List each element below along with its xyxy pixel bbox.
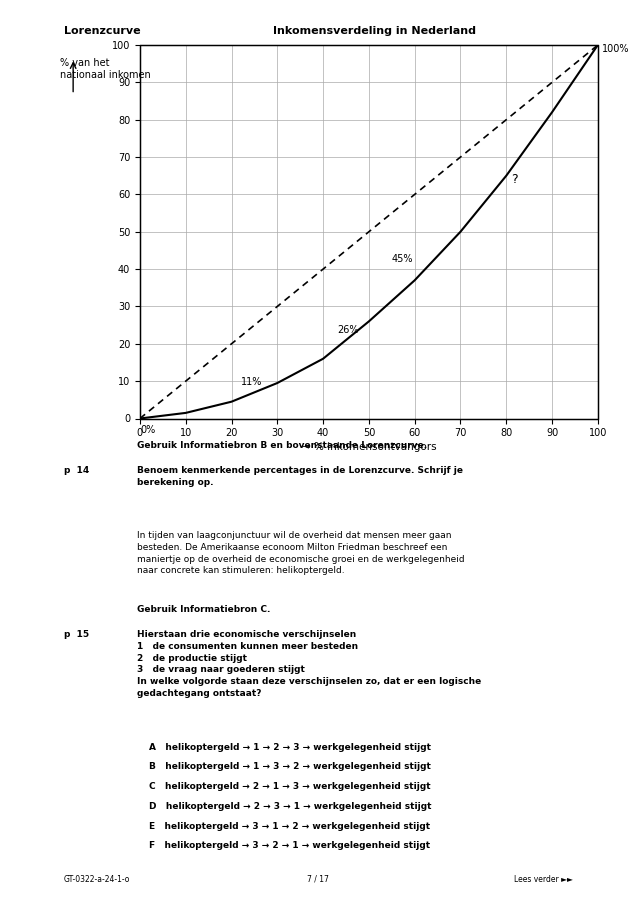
- Text: Benoem kenmerkende percentages in de Lorenzcurve. Schrijf je
berekening op.: Benoem kenmerkende percentages in de Lor…: [137, 466, 463, 487]
- Text: 45%: 45%: [392, 254, 413, 264]
- Text: In tijden van laagconjunctuur wil de overheid dat mensen meer gaan
besteden. De : In tijden van laagconjunctuur wil de ove…: [137, 531, 464, 575]
- Text: p  15: p 15: [64, 630, 89, 639]
- Text: F   helikoptergeld → 3 → 2 → 1 → werkgelegenheid stijgt: F helikoptergeld → 3 → 2 → 1 → werkgeleg…: [149, 842, 431, 850]
- Text: 100%: 100%: [602, 44, 630, 55]
- Text: Hierstaan drie economische verschijnselen
1   de consumenten kunnen meer bestede: Hierstaan drie economische verschijnsele…: [137, 630, 481, 698]
- Text: 0%: 0%: [140, 426, 155, 436]
- Text: D   helikoptergeld → 2 → 3 → 1 → werkgelegenheid stijgt: D helikoptergeld → 2 → 3 → 1 → werkgeleg…: [149, 802, 432, 811]
- Text: ?: ?: [511, 173, 518, 186]
- Text: E   helikoptergeld → 3 → 1 → 2 → werkgelegenheid stijgt: E helikoptergeld → 3 → 1 → 2 → werkgeleg…: [149, 822, 431, 831]
- Text: A   helikoptergeld → 1 → 2 → 3 → werkgelegenheid stijgt: A helikoptergeld → 1 → 2 → 3 → werkgeleg…: [149, 742, 431, 752]
- Text: C   helikoptergeld → 2 → 1 → 3 → werkgelegenheid stijgt: C helikoptergeld → 2 → 1 → 3 → werkgeleg…: [149, 782, 431, 791]
- Text: 26%: 26%: [337, 325, 358, 335]
- Text: B   helikoptergeld → 1 → 3 → 2 → werkgelegenheid stijgt: B helikoptergeld → 1 → 3 → 2 → werkgeleg…: [149, 762, 431, 771]
- Text: Gebruik Informatiebron B en bovenstaande Lorenzcurve.: Gebruik Informatiebron B en bovenstaande…: [137, 441, 427, 450]
- Text: % van het
nationaal inkomen: % van het nationaal inkomen: [60, 58, 151, 80]
- Text: p  14: p 14: [64, 466, 89, 475]
- Text: 7 / 17: 7 / 17: [307, 875, 329, 884]
- Text: Gebruik Informatiebron C.: Gebruik Informatiebron C.: [137, 605, 270, 614]
- Text: Lorenzcurve: Lorenzcurve: [64, 26, 140, 36]
- Text: Inkomensverdeling in Nederland: Inkomensverdeling in Nederland: [273, 26, 476, 36]
- Text: 11%: 11%: [240, 377, 262, 387]
- Text: GT-0322-a-24-1-o: GT-0322-a-24-1-o: [64, 875, 130, 884]
- X-axis label: → % inkomensontvangors: → % inkomensontvangors: [301, 443, 436, 453]
- Text: Lees verder ►►: Lees verder ►►: [513, 875, 572, 884]
